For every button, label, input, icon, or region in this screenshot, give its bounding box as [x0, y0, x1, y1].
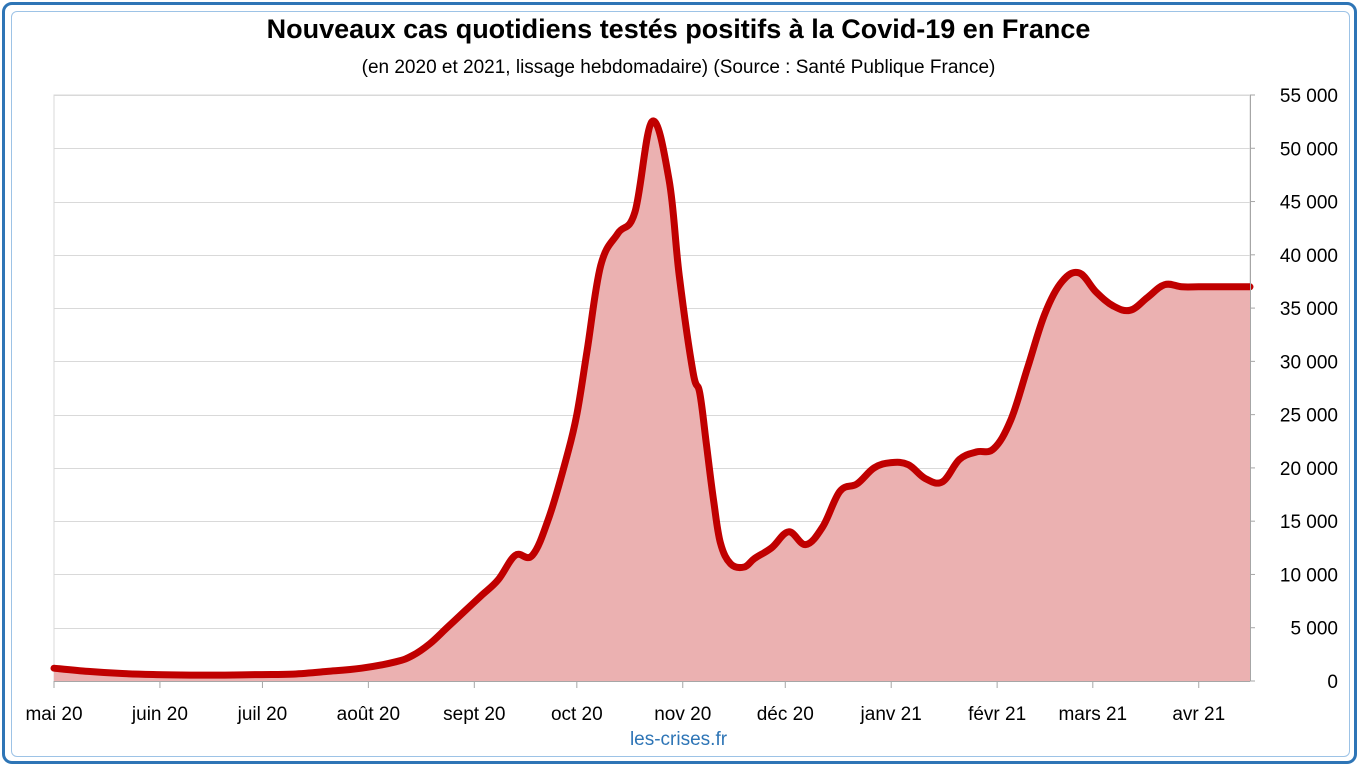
x-tick-label-2: juil 20: [237, 704, 288, 725]
chart-frame-inner: [11, 11, 1350, 757]
y-tick-label-4: 20 000: [1280, 459, 1338, 480]
x-tick-label-3: août 20: [337, 704, 400, 725]
y-tick-label-11: 55 000: [1280, 86, 1338, 107]
x-tick-label-8: janv 21: [860, 704, 922, 725]
source-label[interactable]: les-crises.fr: [629, 729, 728, 750]
series-area: [54, 121, 1250, 681]
y-tick-label-10: 50 000: [1280, 139, 1338, 160]
x-tick-label-7: déc 20: [757, 704, 814, 725]
x-tick-label-0: mai 20: [25, 704, 82, 725]
y-tick-label-1: 5 000: [1290, 619, 1338, 640]
x-tick-label-4: sept 20: [443, 704, 505, 725]
x-tick-label-9: févr 21: [968, 704, 1026, 725]
y-tick-label-5: 25 000: [1280, 406, 1338, 427]
y-tick-label-8: 40 000: [1280, 246, 1338, 267]
y-tick-label-6: 30 000: [1280, 352, 1338, 373]
x-tick-label-10: mars 21: [1058, 704, 1127, 725]
x-tick-label-5: oct 20: [551, 704, 603, 725]
y-tick-label-7: 35 000: [1280, 299, 1338, 320]
chart-title: Nouveaux cas quotidiens testés positifs …: [266, 14, 1091, 44]
x-tick-label-11: avr 21: [1172, 704, 1225, 725]
x-tick-label-6: nov 20: [654, 704, 711, 725]
series-line: [50, 117, 1254, 679]
y-tick-label-3: 15 000: [1280, 512, 1338, 533]
y-tick-label-2: 10 000: [1280, 565, 1338, 586]
y-tick-label-9: 45 000: [1280, 193, 1338, 214]
chart-subtitle: (en 2020 et 2021, lissage hebdomadaire) …: [361, 57, 996, 78]
y-tick-label-0: 0: [1327, 672, 1338, 693]
x-tick-label-1: juin 20: [131, 704, 188, 725]
